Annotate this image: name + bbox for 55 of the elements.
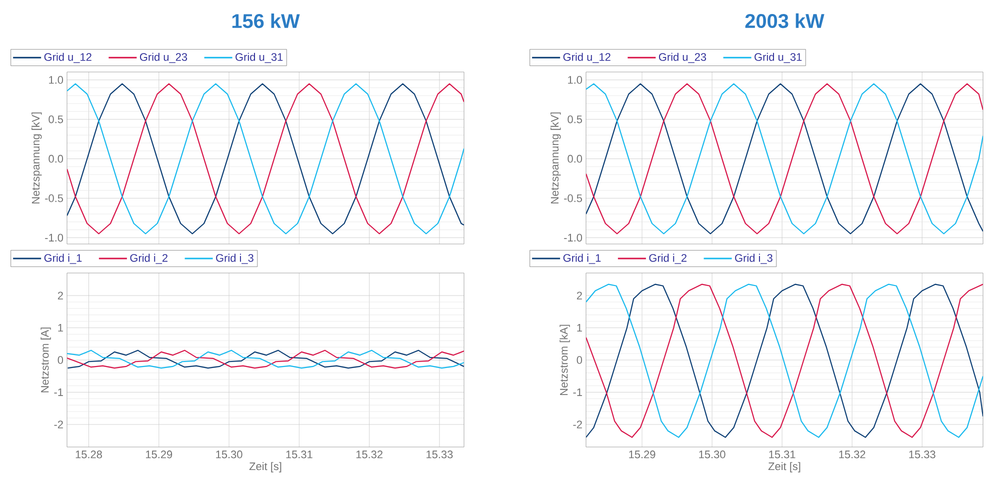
y-tick-label: 0 [58,356,64,364]
y-tick-label: 1 [577,324,582,332]
x-tick-label: 15.32 [839,450,866,458]
x-tick-label: 15.29 [146,450,172,458]
y-tick-label: -1 [54,388,63,396]
legend-label: Grid u_31 [754,52,802,63]
x-tick-label: 15.32 [356,450,382,458]
x-axis-title: Zeit [s] [768,462,800,472]
y-tick-label: -1.0 [564,234,582,242]
x-axis-title: Zeit [s] [249,462,282,472]
y-tick-label: -0.5 [45,194,64,202]
y-tick-label: -2 [573,420,582,428]
line-series [586,83,984,234]
y-tick-label: -1 [573,388,582,396]
legend-label: Grid u_31 [236,52,283,63]
x-tick-label: 15.33 [909,450,936,458]
line-series [586,284,984,438]
x-tick-label: 15.33 [426,450,453,458]
legend-label: Grid i_2 [649,254,686,264]
y-tick-label: 1 [58,324,63,332]
y-tick-label: 0 [576,356,582,364]
line-series [67,350,464,369]
x-tick-label: 15.29 [629,450,656,458]
y-tick-label: -0.5 [564,194,582,202]
y-axis-title: Netzspannung [kV] [550,112,561,204]
legend-label: Grid i_1 [563,254,601,264]
y-tick-label: 1.0 [568,76,582,84]
y-tick-label: 0.5 [48,115,64,124]
legend-label: Grid u_23 [658,52,706,63]
y-axis-title: Netzstrom [A] [40,328,51,392]
x-tick-label: 15.30 [699,450,726,458]
x-tick-label: 15.28 [76,450,102,458]
y-tick-label: 0.5 [568,115,582,124]
y-tick-label: 1.0 [49,76,64,84]
y-tick-label: -2 [54,420,63,428]
chart-title: 2003 kW [745,13,824,28]
x-tick-label: 15.31 [286,450,312,458]
line-series [67,83,464,234]
y-axis-title: Netzspannung [kV] [32,112,42,204]
legend-label: Grid u_12 [44,52,92,63]
x-tick-label: 15.30 [216,450,242,458]
y-tick-label: 2 [58,292,63,300]
x-tick-label: 15.31 [769,450,796,458]
chart-title: 156 kW [232,13,300,28]
legend-label: Grid i_1 [44,254,82,264]
y-tick-label: -1.0 [45,234,64,242]
legend-label: Grid i_2 [130,254,168,264]
legend-label: Grid i_3 [735,254,772,264]
y-tick-label: 0.0 [568,154,582,163]
legend-label: Grid u_23 [140,52,188,63]
y-tick-label: 2 [576,292,582,300]
legend-label: Grid i_3 [216,254,254,264]
y-axis-title: Netzstrom [kA] [560,324,570,396]
legend-label: Grid u_12 [563,52,610,63]
y-tick-label: 0.0 [48,154,64,163]
